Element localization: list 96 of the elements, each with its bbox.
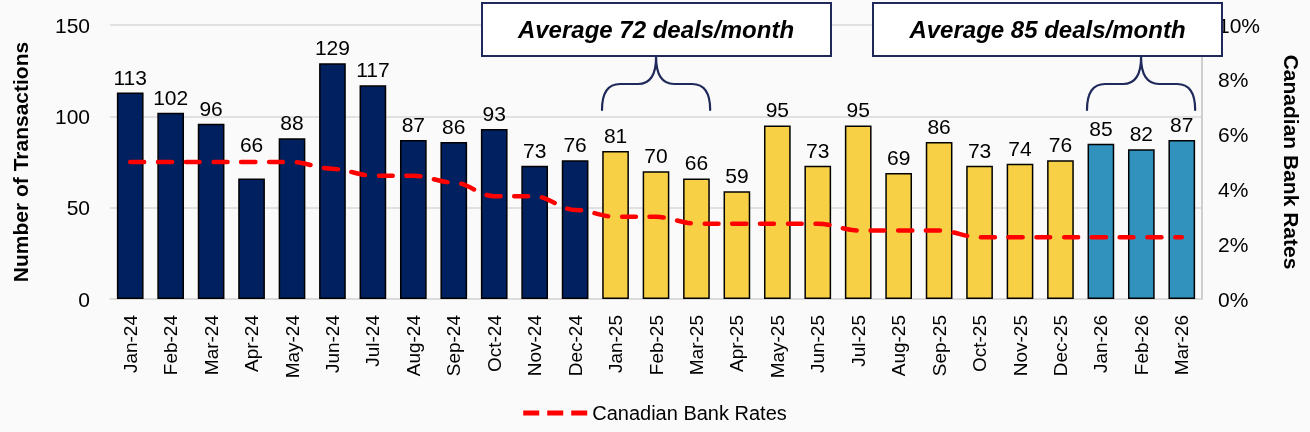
x-tick-label: Sep-24 (443, 314, 465, 377)
data-label: 82 (1129, 122, 1154, 146)
x-tick-label: Aug-25 (888, 315, 910, 377)
bar (561, 160, 589, 299)
data-label: 81 (603, 124, 628, 148)
bar (804, 165, 832, 299)
y-tick-label: 50 (66, 196, 90, 220)
bar (683, 178, 710, 299)
bar (399, 140, 427, 299)
y-axis-title: Number of Transactions (9, 41, 32, 283)
data-label: 76 (1048, 133, 1073, 157)
x-tick-label: May-25 (766, 315, 788, 379)
x-tick-label: Feb-26 (1130, 315, 1152, 376)
x-tick-label: Jun-25 (807, 315, 829, 374)
x-tick-label: Nov-24 (524, 314, 546, 377)
data-label: 86 (442, 114, 466, 138)
data-label: 69 (886, 145, 911, 169)
y-tick-label: 0 (78, 287, 90, 311)
data-label: 117 (356, 58, 390, 82)
x-tick-label: Dec-25 (1049, 315, 1071, 377)
x-tick-label: Mar-26 (1171, 315, 1193, 376)
data-label: 113 (113, 65, 147, 89)
data-label: 102 (153, 85, 189, 109)
bar (966, 165, 993, 299)
data-label: 73 (967, 138, 992, 162)
y2-tick-label: 0% (1218, 287, 1249, 311)
x-tick-label: Aug-24 (402, 314, 424, 377)
data-label: 73 (806, 138, 830, 162)
x-tick-label: Apr-24 (241, 314, 263, 373)
bar (319, 63, 346, 299)
data-label: 95 (765, 98, 790, 122)
y2-axis-title: Canadian Bank Rates (1280, 54, 1303, 270)
bar (197, 123, 225, 299)
y-tick-label: 150 (54, 13, 90, 37)
bar (278, 138, 306, 299)
data-label: 76 (563, 133, 587, 157)
x-tick-label: Sep-25 (928, 315, 950, 377)
data-label: 74 (1008, 136, 1032, 160)
annotation: Average 85 deals/month (909, 15, 1186, 43)
x-tick-label: Jan-24 (119, 314, 141, 374)
data-label: 85 (1089, 116, 1113, 140)
data-label: 86 (927, 114, 951, 138)
x-tick-label: Mar-25 (685, 315, 707, 376)
data-label: 73 (522, 138, 547, 162)
bar (723, 191, 751, 299)
data-label: 66 (239, 133, 264, 156)
y2-tick-label: 2% (1218, 232, 1249, 256)
x-tick-label: Dec-24 (564, 314, 586, 377)
data-label: 129 (314, 36, 350, 60)
bar (116, 92, 144, 299)
bar (521, 165, 549, 299)
y2-tick-label: 8% (1218, 68, 1249, 92)
x-tick-label: Jan-25 (605, 315, 627, 374)
x-tick-label: Jul-25 (847, 315, 869, 367)
bar (602, 151, 629, 299)
y2-tick-label: 10% (1218, 13, 1261, 37)
y2-tick-label: 4% (1218, 177, 1249, 201)
data-label: 95 (846, 98, 870, 122)
x-tick-label: Feb-25 (645, 315, 667, 376)
x-tick-label: Oct-24 (483, 314, 505, 373)
data-label: 96 (199, 96, 223, 120)
data-label: 70 (644, 144, 668, 168)
bar (1006, 163, 1034, 299)
bar (763, 125, 791, 299)
x-tick-label: Oct-25 (969, 315, 991, 373)
data-label: 88 (280, 111, 304, 135)
data-label: 66 (684, 151, 709, 175)
x-tick-label: Nov-25 (1009, 315, 1031, 377)
bar (1168, 140, 1196, 299)
x-tick-label: Feb-24 (160, 314, 182, 376)
bar (359, 85, 387, 299)
x-tick-label: Jun-24 (321, 314, 343, 374)
bar (1087, 143, 1115, 299)
data-label: 87 (401, 113, 426, 137)
bar (440, 141, 468, 299)
bar (157, 112, 185, 299)
x-tick-label: May-24 (281, 314, 303, 379)
bar (1047, 160, 1074, 299)
annotation: Average 72 deals/month (480, 2, 832, 57)
x-tick-label: Jul-24 (362, 314, 384, 367)
bar (1127, 149, 1155, 299)
bar (925, 141, 953, 299)
x-tick-label: Mar-24 (200, 314, 222, 376)
x-tick-label: Apr-25 (726, 315, 748, 373)
legend-label: Canadian Bank Rates (592, 402, 787, 424)
y2-tick-label: 6% (1218, 123, 1249, 147)
data-label: 87 (1170, 113, 1194, 137)
bar (844, 125, 872, 299)
data-label: 93 (482, 102, 506, 126)
y-tick-label: 100 (54, 104, 90, 128)
x-tick-label: Jan-26 (1090, 315, 1112, 374)
bar (238, 178, 265, 299)
bar (480, 129, 508, 299)
data-label: 59 (725, 164, 749, 188)
bar (885, 172, 913, 299)
bar (642, 171, 670, 299)
